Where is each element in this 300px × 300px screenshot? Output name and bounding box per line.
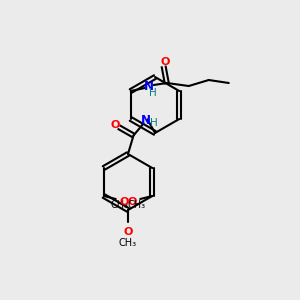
Text: CH₃: CH₃ [119,238,137,248]
Text: N: N [144,80,154,92]
Text: O: O [160,57,170,67]
Text: CH₃: CH₃ [128,200,146,210]
Text: O: O [119,197,128,207]
Text: CH₃: CH₃ [110,200,128,210]
Text: O: O [123,227,133,237]
Text: H: H [150,118,158,128]
Text: O: O [128,197,137,207]
Text: O: O [111,121,120,130]
Text: N: N [140,114,151,127]
Text: H: H [149,88,157,98]
